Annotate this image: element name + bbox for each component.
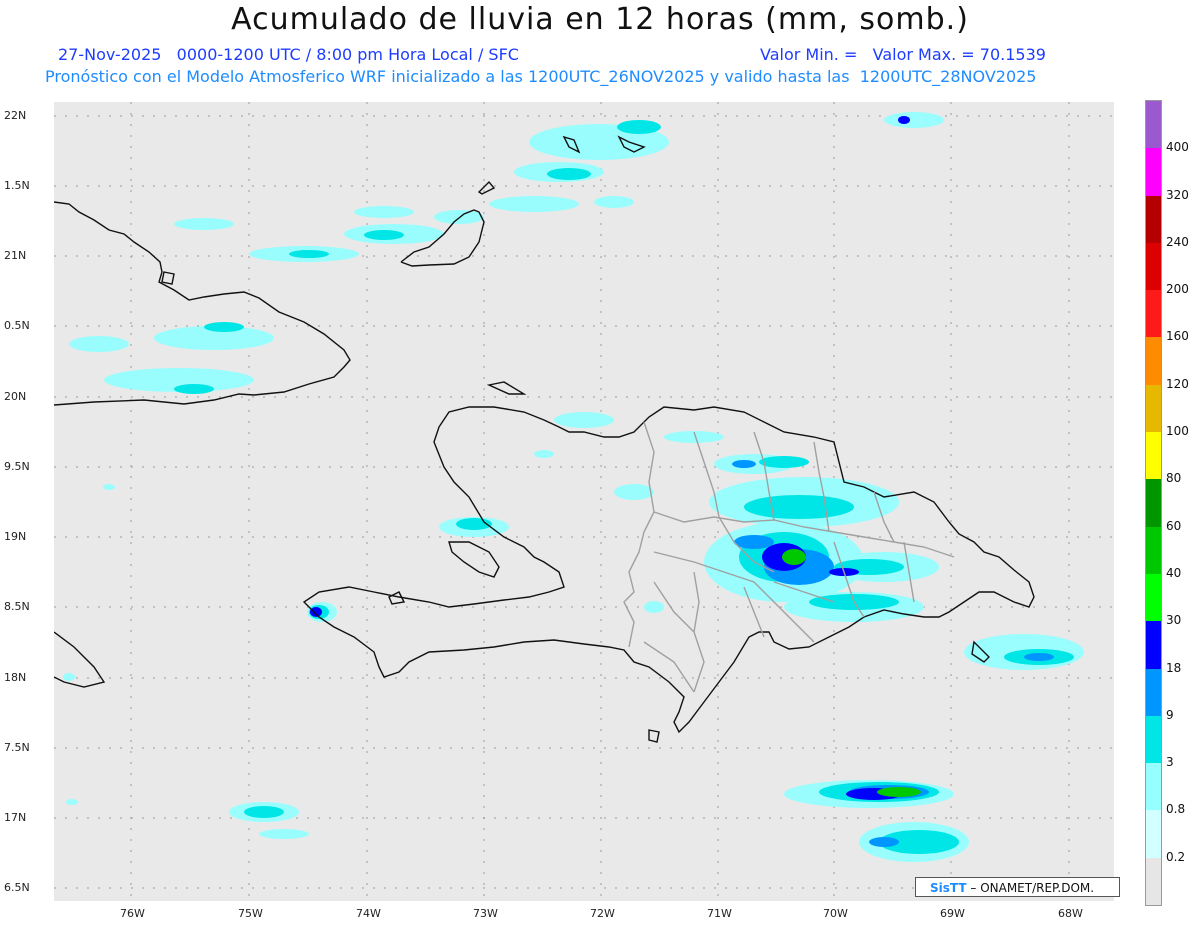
colorbar-segment <box>1146 810 1161 859</box>
colorbar-segment <box>1146 384 1161 433</box>
colorbar-label: 60 <box>1166 518 1182 533</box>
colorbar-segment <box>1146 479 1161 528</box>
lat-label: 0.5N <box>4 319 30 332</box>
colorbar-segment <box>1146 621 1161 670</box>
colorbar-segment <box>1146 857 1161 906</box>
colorbar-segment <box>1146 715 1161 764</box>
lat-label: 7.5N <box>4 741 30 754</box>
map-canvas <box>54 102 1114 901</box>
colorbar-segment <box>1146 101 1161 149</box>
model-info-line: Pronóstico con el Modelo Atmosferico WRF… <box>45 67 1037 86</box>
colorbar-label: 3 <box>1166 755 1174 770</box>
colorbar-label: 18 <box>1166 660 1182 675</box>
coastlines <box>54 135 1035 743</box>
colorbar-label: 320 <box>1166 187 1189 202</box>
map-title: Acumulado de lluvia en 12 horas (mm, som… <box>231 2 969 37</box>
colorbar-segment <box>1146 432 1161 480</box>
colorbar-segment <box>1146 526 1161 575</box>
colorbar-segment <box>1146 290 1161 338</box>
lat-label: 20N <box>4 390 27 403</box>
colorbar-segment <box>1146 573 1161 622</box>
colorbar-segment <box>1146 668 1161 717</box>
lon-label: 71W <box>707 907 732 920</box>
lat-label: 22N <box>4 109 27 122</box>
colorbar-label: 80 <box>1166 471 1182 486</box>
lat-label: 18N <box>4 671 27 684</box>
colorbar-segment <box>1146 195 1161 244</box>
credit-box: SisTT – ONAMET/REP.DOM. <box>915 877 1120 897</box>
colorbar-segment <box>1146 337 1161 386</box>
lat-label: 6.5N <box>4 881 30 894</box>
lon-label: 70W <box>823 907 848 920</box>
sistt-logo: SisTT <box>930 881 967 895</box>
colorbar-segment <box>1146 242 1161 291</box>
colorbar-label: 240 <box>1166 234 1189 249</box>
province-borders <box>623 421 955 693</box>
lon-label: 68W <box>1058 907 1083 920</box>
lat-label: 19N <box>4 530 27 543</box>
precipitation-map <box>54 102 1114 901</box>
colorbar-label: 400 <box>1166 140 1189 155</box>
lon-label: 69W <box>940 907 965 920</box>
colorbar-label: 0.2 <box>1166 849 1186 864</box>
colorbar <box>1145 100 1162 906</box>
lon-label: 76W <box>120 907 145 920</box>
colorbar-label: 100 <box>1166 424 1189 439</box>
lon-label: 75W <box>238 907 263 920</box>
lon-label: 73W <box>473 907 498 920</box>
colorbar-label: 200 <box>1166 282 1189 297</box>
lon-label: 74W <box>356 907 381 920</box>
min-max-values: Valor Min. = Valor Max. = 70.1539 <box>760 45 1046 64</box>
colorbar-label: 0.8 <box>1166 802 1186 817</box>
lat-label: 17N <box>4 811 27 824</box>
colorbar-label: 120 <box>1166 376 1189 391</box>
lat-label: 9.5N <box>4 460 30 473</box>
lon-label: 72W <box>590 907 615 920</box>
rain-shading <box>63 112 1084 862</box>
lat-label: 1.5N <box>4 179 30 192</box>
valid-time-line: 27-Nov-2025 0000-1200 UTC / 8:00 pm Hora… <box>58 45 519 64</box>
colorbar-segment <box>1146 148 1161 197</box>
lat-label: 8.5N <box>4 600 30 613</box>
colorbar-label: 30 <box>1166 613 1182 628</box>
colorbar-label: 40 <box>1166 565 1182 580</box>
lat-label: 21N <box>4 249 27 262</box>
colorbar-label: 9 <box>1166 707 1174 722</box>
credit-text: – ONAMET/REP.DOM. <box>970 881 1095 895</box>
colorbar-label: 160 <box>1166 329 1189 344</box>
colorbar-segment <box>1146 763 1161 811</box>
